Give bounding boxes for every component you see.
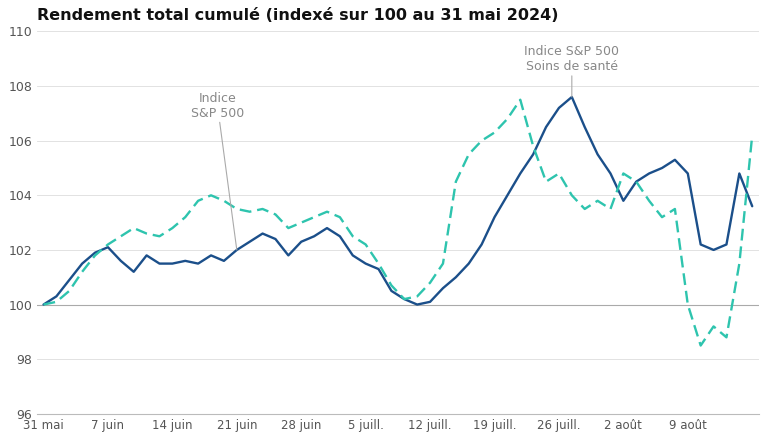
Text: Indice S&P 500
Soins de santé: Indice S&P 500 Soins de santé (525, 45, 619, 97)
Text: Rendement total cumulé (indexé sur 100 au 31 mai 2024): Rendement total cumulé (indexé sur 100 a… (37, 8, 558, 23)
Text: Indice
S&P 500: Indice S&P 500 (191, 92, 244, 250)
